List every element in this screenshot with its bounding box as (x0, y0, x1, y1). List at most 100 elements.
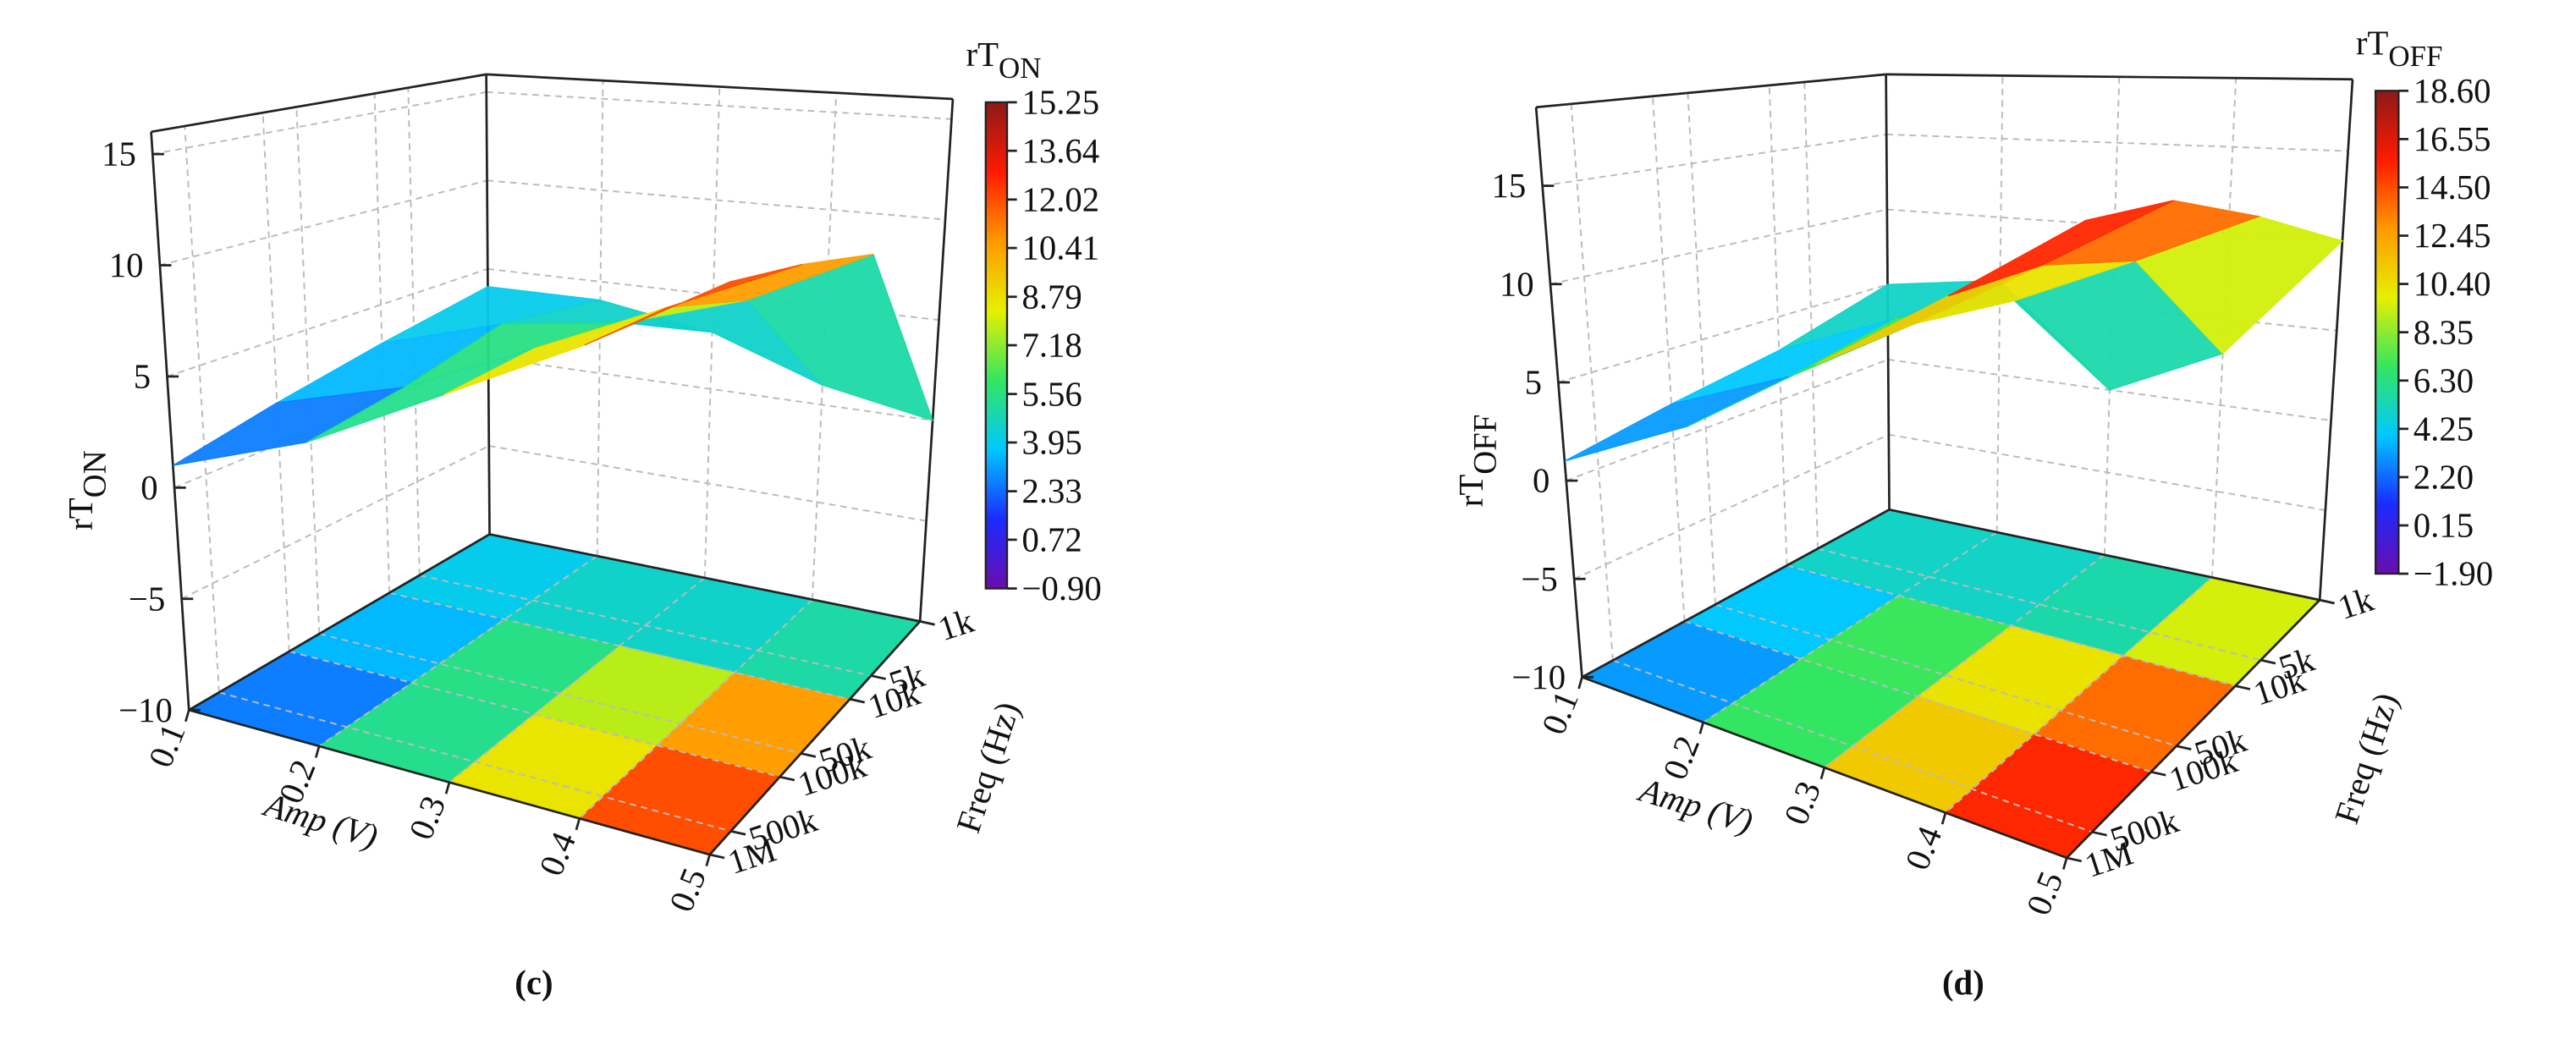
colorbar-tick-label: 10.40 (2414, 265, 2491, 303)
colorbar-tick-label: −0.90 (1022, 569, 1102, 607)
x-tick-label: 0.5 (662, 863, 713, 917)
z-axis-label-sub: OFF (1467, 415, 1503, 475)
x-tick (1577, 676, 1583, 690)
grid-line (1573, 433, 1890, 580)
axis-edge (150, 131, 190, 711)
axis-edge (1536, 73, 1886, 109)
surface-cell (1947, 200, 2174, 297)
axis-edge (151, 73, 487, 134)
x-tick (1698, 722, 1704, 734)
colorbar-tick-label: 16.55 (2414, 120, 2491, 158)
y-tick (2235, 684, 2251, 690)
y-tick (2150, 770, 2166, 777)
grid-line (261, 113, 290, 652)
grid-line (167, 267, 488, 377)
axis-edge (188, 533, 491, 712)
colorbar-tick-label: 12.45 (2414, 217, 2491, 255)
y-tick (850, 697, 866, 704)
surface-cell (584, 263, 802, 346)
x-tick-label: 0.3 (402, 790, 454, 844)
x-tick (2061, 857, 2068, 870)
axis-edge (708, 620, 922, 855)
colorbar-title-main: rT (966, 36, 999, 74)
axis-edge (2318, 79, 2354, 601)
y-tick (2260, 658, 2276, 665)
z-tick-label: 0 (1533, 462, 1549, 500)
z-axis-label-main: rT (62, 498, 100, 530)
z-tick-label: −10 (118, 691, 173, 729)
colorbar-tick-label: 0.15 (2414, 507, 2474, 545)
z-axis-label-main: rT (1452, 475, 1490, 508)
axis-edge (486, 73, 954, 101)
grid-line (319, 633, 801, 755)
y-tick (2176, 745, 2192, 750)
grid-line (449, 577, 706, 783)
x-axis-label: Amp (V) (1633, 770, 1758, 841)
x-tick-label: 0.4 (531, 827, 583, 881)
grid-line (1570, 103, 1614, 661)
y-axis-label: Freq (Hz) (2327, 688, 2405, 828)
colorbar-tick-label: 15.25 (1022, 83, 1100, 121)
grid-line (1824, 553, 2105, 768)
grid-line (295, 107, 321, 635)
colorbar-tick-label: 8.35 (2414, 313, 2474, 351)
colorbar-tick-label: 18.60 (2414, 72, 2491, 110)
x-axis-label: Amp (V) (258, 785, 383, 856)
z-tick-label: −5 (1521, 560, 1557, 598)
z-tick-label: −10 (1511, 658, 1566, 696)
colorbar-tick-label: 12.02 (1022, 180, 1100, 218)
colorbar-tick-label: 0.72 (1022, 520, 1082, 558)
colorbar-tick-label: 14.50 (2414, 168, 2491, 206)
surface-cell (1671, 318, 1896, 405)
colorbar-tick-label: 2.33 (1022, 472, 1082, 510)
grid-line (318, 555, 598, 747)
x-tick (1819, 767, 1826, 780)
colorbar-title-main: rT (2356, 25, 2389, 63)
colorbar-tick-label: 10.41 (1022, 229, 1100, 267)
z-tick-label: 5 (134, 358, 151, 396)
colorbar-tick-label: 7.18 (1022, 327, 1082, 365)
grid-line (1652, 96, 1686, 622)
grid-line (388, 591, 850, 701)
colorbar-tick-label: 3.95 (1022, 424, 1082, 462)
grid-line (218, 691, 731, 833)
z-tick-label: 15 (102, 135, 136, 173)
colorbar-title: rTON (966, 36, 1042, 85)
y-tick-label: 1k (2333, 580, 2378, 627)
z-tick-label: 10 (1500, 265, 1534, 303)
grid-line (1803, 81, 1819, 549)
colorbar-tick-label: 6.30 (2414, 361, 2474, 399)
colorbar-tick-label: 2.20 (2414, 459, 2474, 497)
axis-edge (1889, 509, 2320, 602)
y-tick (870, 674, 887, 680)
x-tick (1940, 812, 1947, 825)
grid-line (596, 80, 604, 557)
colorbar-title-sub: OFF (2388, 40, 2442, 73)
grid-line (487, 179, 946, 221)
panel-label: (c) (515, 964, 553, 1002)
grid-line (373, 93, 391, 593)
grid-line (579, 598, 813, 820)
colorbar-title-sub: ON (999, 52, 1041, 85)
x-tick-label: 0.5 (2019, 866, 2071, 921)
grid-line (184, 125, 220, 693)
z-tick-label: −5 (129, 580, 165, 618)
grid-line (1612, 659, 2093, 833)
x-tick-label: 0.3 (1777, 776, 1829, 830)
x-tick-label: 0.4 (1898, 821, 1950, 875)
colorbar-tick-label: 5.56 (1022, 375, 1082, 413)
y-tick (730, 830, 746, 836)
grid-line (1549, 208, 1888, 285)
z-axis-label-sub: ON (77, 450, 113, 498)
axis-edge (918, 98, 955, 622)
y-tick (919, 620, 935, 626)
axis-edge (1581, 509, 1891, 679)
axis-edge (489, 533, 921, 623)
grid-line (1945, 576, 2213, 814)
y-tick (779, 775, 795, 782)
y-tick (2091, 831, 2107, 837)
x-tick (705, 854, 711, 866)
colorbar-tick-label: 13.64 (1022, 132, 1100, 170)
y-tick (801, 752, 817, 758)
axis-edge (2066, 599, 2321, 859)
